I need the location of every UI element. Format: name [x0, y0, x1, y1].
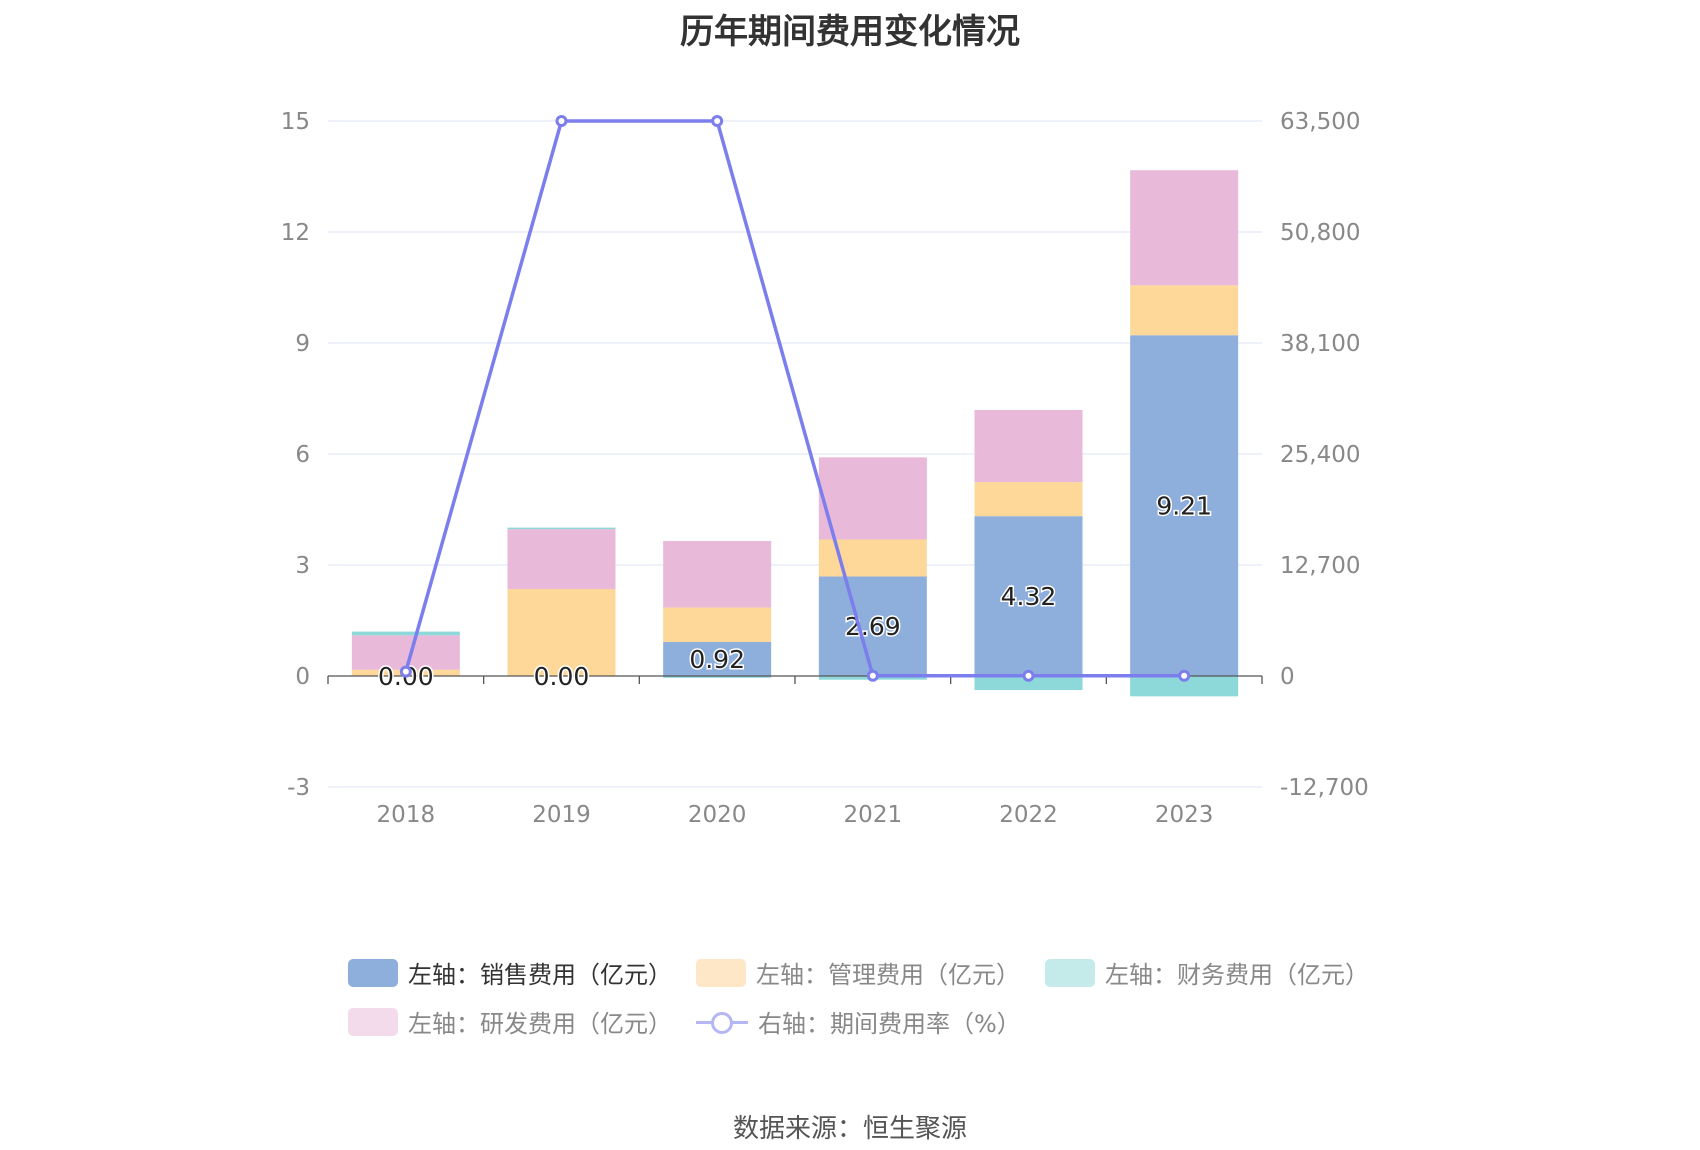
- legend-label-finance: 左轴：财务费用（亿元）: [1105, 961, 1369, 989]
- bar-sales: [1130, 335, 1239, 676]
- data-source: 数据来源：恒生聚源: [732, 1114, 967, 1144]
- legend-swatch-sales: [348, 958, 398, 987]
- bar-finance: [1130, 676, 1239, 697]
- x-tick-label: 2018: [377, 802, 436, 828]
- y-left-tick-label: 0: [295, 664, 310, 690]
- legend-label-rd: 左轴：研发费用（亿元）: [408, 1010, 672, 1038]
- chart-title: 历年期间费用变化情况: [680, 12, 1020, 52]
- y-right-tick-label: 25,400: [1280, 442, 1360, 468]
- legend-item-admin[interactable]: 左轴：管理费用（亿元）: [696, 955, 1020, 990]
- data-label-sales: 4.32: [1001, 582, 1057, 611]
- data-label-sales: 9.21: [1156, 492, 1212, 521]
- point-rate: [711, 115, 724, 127]
- legend-label-sales: 左轴：销售费用（亿元）: [408, 961, 672, 989]
- bar-rd: [1130, 170, 1239, 286]
- legend-item-rd[interactable]: 左轴：研发费用（亿元）: [348, 1004, 672, 1039]
- bar-sales: [974, 516, 1083, 676]
- x-tick-label: 2022: [999, 802, 1058, 828]
- bar-rd: [663, 540, 772, 608]
- x-tick-label: 2020: [688, 802, 747, 828]
- legend-swatch-rd: [348, 1007, 398, 1036]
- y-right-tick-label: 50,800: [1280, 220, 1360, 246]
- bar-finance: [351, 631, 460, 636]
- bar-rd: [818, 457, 927, 540]
- legend-label-admin: 左轴：管理费用（亿元）: [756, 961, 1020, 989]
- y-right-tick-label: 38,100: [1280, 331, 1360, 357]
- x-tick-label: 2019: [532, 802, 591, 828]
- chart-area: -3 -12,700 0 0 3 12,700 6 25,400 9 38,100 12 50,800…: [281, 109, 1369, 828]
- legend-marker-rate: [711, 1011, 733, 1034]
- point-rate: [1178, 669, 1191, 682]
- y-left-tick-label: 3: [295, 553, 310, 579]
- legend-swatch-admin: [696, 958, 746, 987]
- x-tick-label: 2021: [844, 802, 903, 828]
- y-right-tick-label: 12,700: [1280, 553, 1360, 579]
- point-rate: [866, 669, 879, 682]
- bar-rd: [351, 635, 460, 670]
- y-right-tick-label: -12,700: [1280, 775, 1369, 801]
- legend-swatch-rate: [696, 1008, 748, 1036]
- y-right-tick-label: 63,500: [1280, 109, 1360, 135]
- y-left-tick-label: -3: [287, 775, 310, 801]
- bar-rd: [974, 409, 1083, 483]
- bar-admin: [974, 482, 1083, 517]
- bar-sales: [818, 576, 927, 676]
- legend-item-rate[interactable]: 右轴：期间费用率（%）: [696, 1004, 1021, 1039]
- y-right-tick-label: 0: [1280, 664, 1295, 690]
- data-label-sales: 2.69: [845, 612, 901, 641]
- bar-admin: [507, 589, 616, 676]
- line-rate: [404, 119, 1185, 678]
- legend-item-finance[interactable]: 左轴：财务费用（亿元）: [1045, 955, 1369, 990]
- data-label-sales: 0.92: [689, 645, 745, 674]
- bar-finance: [663, 676, 772, 678]
- point-rate: [399, 665, 412, 678]
- y-left-tick-label: 15: [281, 109, 310, 135]
- data-label-sales: 0.00: [534, 662, 590, 691]
- bar-sales: [663, 641, 772, 676]
- bar-finance: [974, 676, 1083, 691]
- x-tick-label: 2023: [1155, 802, 1214, 828]
- y-left-tick-label: 6: [295, 442, 310, 468]
- y-left-tick-label: 12: [281, 220, 310, 246]
- legend-label-rate: 右轴：期间费用率（%）: [758, 1010, 1021, 1038]
- bar-admin: [1130, 285, 1239, 336]
- point-rate: [1022, 669, 1035, 682]
- bar-admin: [663, 607, 772, 642]
- bar-finance: [507, 527, 616, 530]
- bar-rd: [507, 529, 616, 590]
- legend-item-sales[interactable]: 左轴：销售费用（亿元）: [348, 955, 672, 990]
- point-rate: [555, 115, 568, 127]
- y-left-tick-label: 9: [295, 331, 310, 357]
- legend-swatch-finance: [1045, 958, 1095, 987]
